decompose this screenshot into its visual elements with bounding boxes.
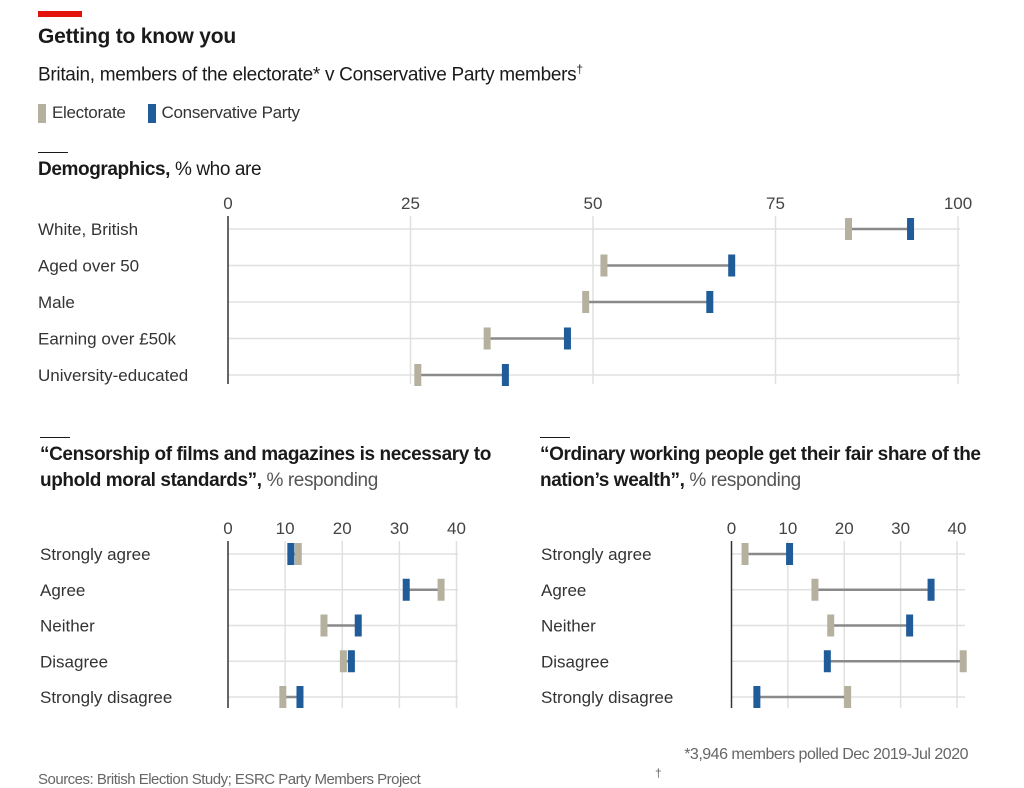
legend: Electorate Conservative Party [38,103,322,123]
section-title-text: “Ordinary working people get their fair … [540,444,981,491]
section-title-text: Demographics, [38,159,171,180]
marker-conservative [728,254,736,277]
marker-conservative [347,650,355,673]
x-tick-label: 10 [276,519,295,538]
marker-conservative [907,218,915,240]
marker-conservative [927,578,935,601]
marker-electorate [279,686,287,708]
category-label: White, British [38,220,138,239]
category-label: University-educated [38,366,188,385]
x-tick-label: 75 [766,194,785,213]
section-unit: % responding [689,470,801,491]
marker-conservative [501,364,509,386]
section-title-censorship: “Censorship of films and magazines is ne… [40,442,500,494]
category-label: Male [38,293,75,312]
x-tick-label: 25 [401,194,420,213]
source-line: Sources: British Election Study; ESRC Pa… [38,771,421,788]
legend-item-conservative: Conservative Party [147,103,301,123]
section-rule [40,437,70,438]
marker-conservative [823,650,831,673]
x-tick-label: 50 [584,194,603,213]
brand-accent-bar [38,11,82,17]
section-title-demographics: Demographics, % who are [38,157,262,183]
dagger-footnote-mark: † [655,766,662,780]
x-tick-label: 40 [948,519,967,538]
x-tick-label: 20 [835,519,854,538]
dagger-mark: † [576,62,583,76]
marker-conservative [402,578,410,601]
category-label: Disagree [541,652,609,671]
marker-electorate [845,218,852,240]
x-tick-label: 0 [727,519,736,538]
marker-conservative [287,543,295,565]
marker-electorate [959,650,967,673]
category-label: Neither [541,617,596,636]
category-label: Neither [40,617,95,636]
marker-electorate [294,543,302,565]
category-label: Strongly agree [541,545,652,564]
section-unit: % responding [266,470,378,491]
legend-label: Electorate [52,103,126,122]
category-label: Agree [40,581,85,600]
category-label: Aged over 50 [38,257,139,276]
x-tick-label: 10 [778,519,797,538]
chart-subtitle: Britain, members of the electorate* v Co… [38,62,583,86]
footnote: *3,946 members polled Dec 2019-Jul 2020 [684,746,968,763]
marker-electorate [339,650,347,673]
marker-conservative [786,543,794,565]
x-tick-label: 20 [333,519,352,538]
x-tick-label: 0 [223,194,232,213]
marker-electorate [811,578,819,601]
marker-conservative [296,686,304,708]
chart-title: Getting to know you [38,25,237,48]
marker-electorate [320,614,328,637]
marker-conservative [563,327,571,350]
marker-electorate [414,364,422,386]
legend-label: Conservative Party [161,103,301,122]
x-tick-label: 0 [223,519,232,538]
x-tick-label: 30 [390,519,409,538]
section-unit: % who are [174,159,262,180]
section-title-text: “Censorship of films and magazines is ne… [40,444,491,491]
category-label: Disagree [40,652,108,671]
category-label: Strongly disagree [40,688,172,707]
marker-electorate [827,614,835,637]
category-label: Earning over £50k [38,330,176,349]
section-rule [540,437,570,438]
marker-electorate [483,327,491,350]
marker-electorate [844,686,852,708]
x-tick-label: 40 [447,519,466,538]
legend-swatch-electorate [38,103,46,123]
legend-swatch-conservative [147,103,156,123]
subtitle-text: Britain, members of the electorate* v Co… [38,64,577,86]
marker-conservative [906,614,914,637]
marker-electorate [437,578,445,601]
marker-conservative [753,686,761,708]
category-label: Agree [541,581,586,600]
category-label: Strongly agree [40,545,151,564]
marker-electorate [741,543,749,565]
section-title-fair-share: “Ordinary working people get their fair … [540,442,990,494]
x-tick-label: 100 [944,194,972,213]
section-rule [38,152,68,153]
marker-electorate [600,254,608,277]
marker-conservative [706,291,714,313]
legend-item-electorate: Electorate [38,103,126,123]
category-label: Strongly disagree [541,688,673,707]
marker-electorate [582,291,590,313]
x-tick-label: 30 [891,519,910,538]
marker-conservative [354,614,362,637]
